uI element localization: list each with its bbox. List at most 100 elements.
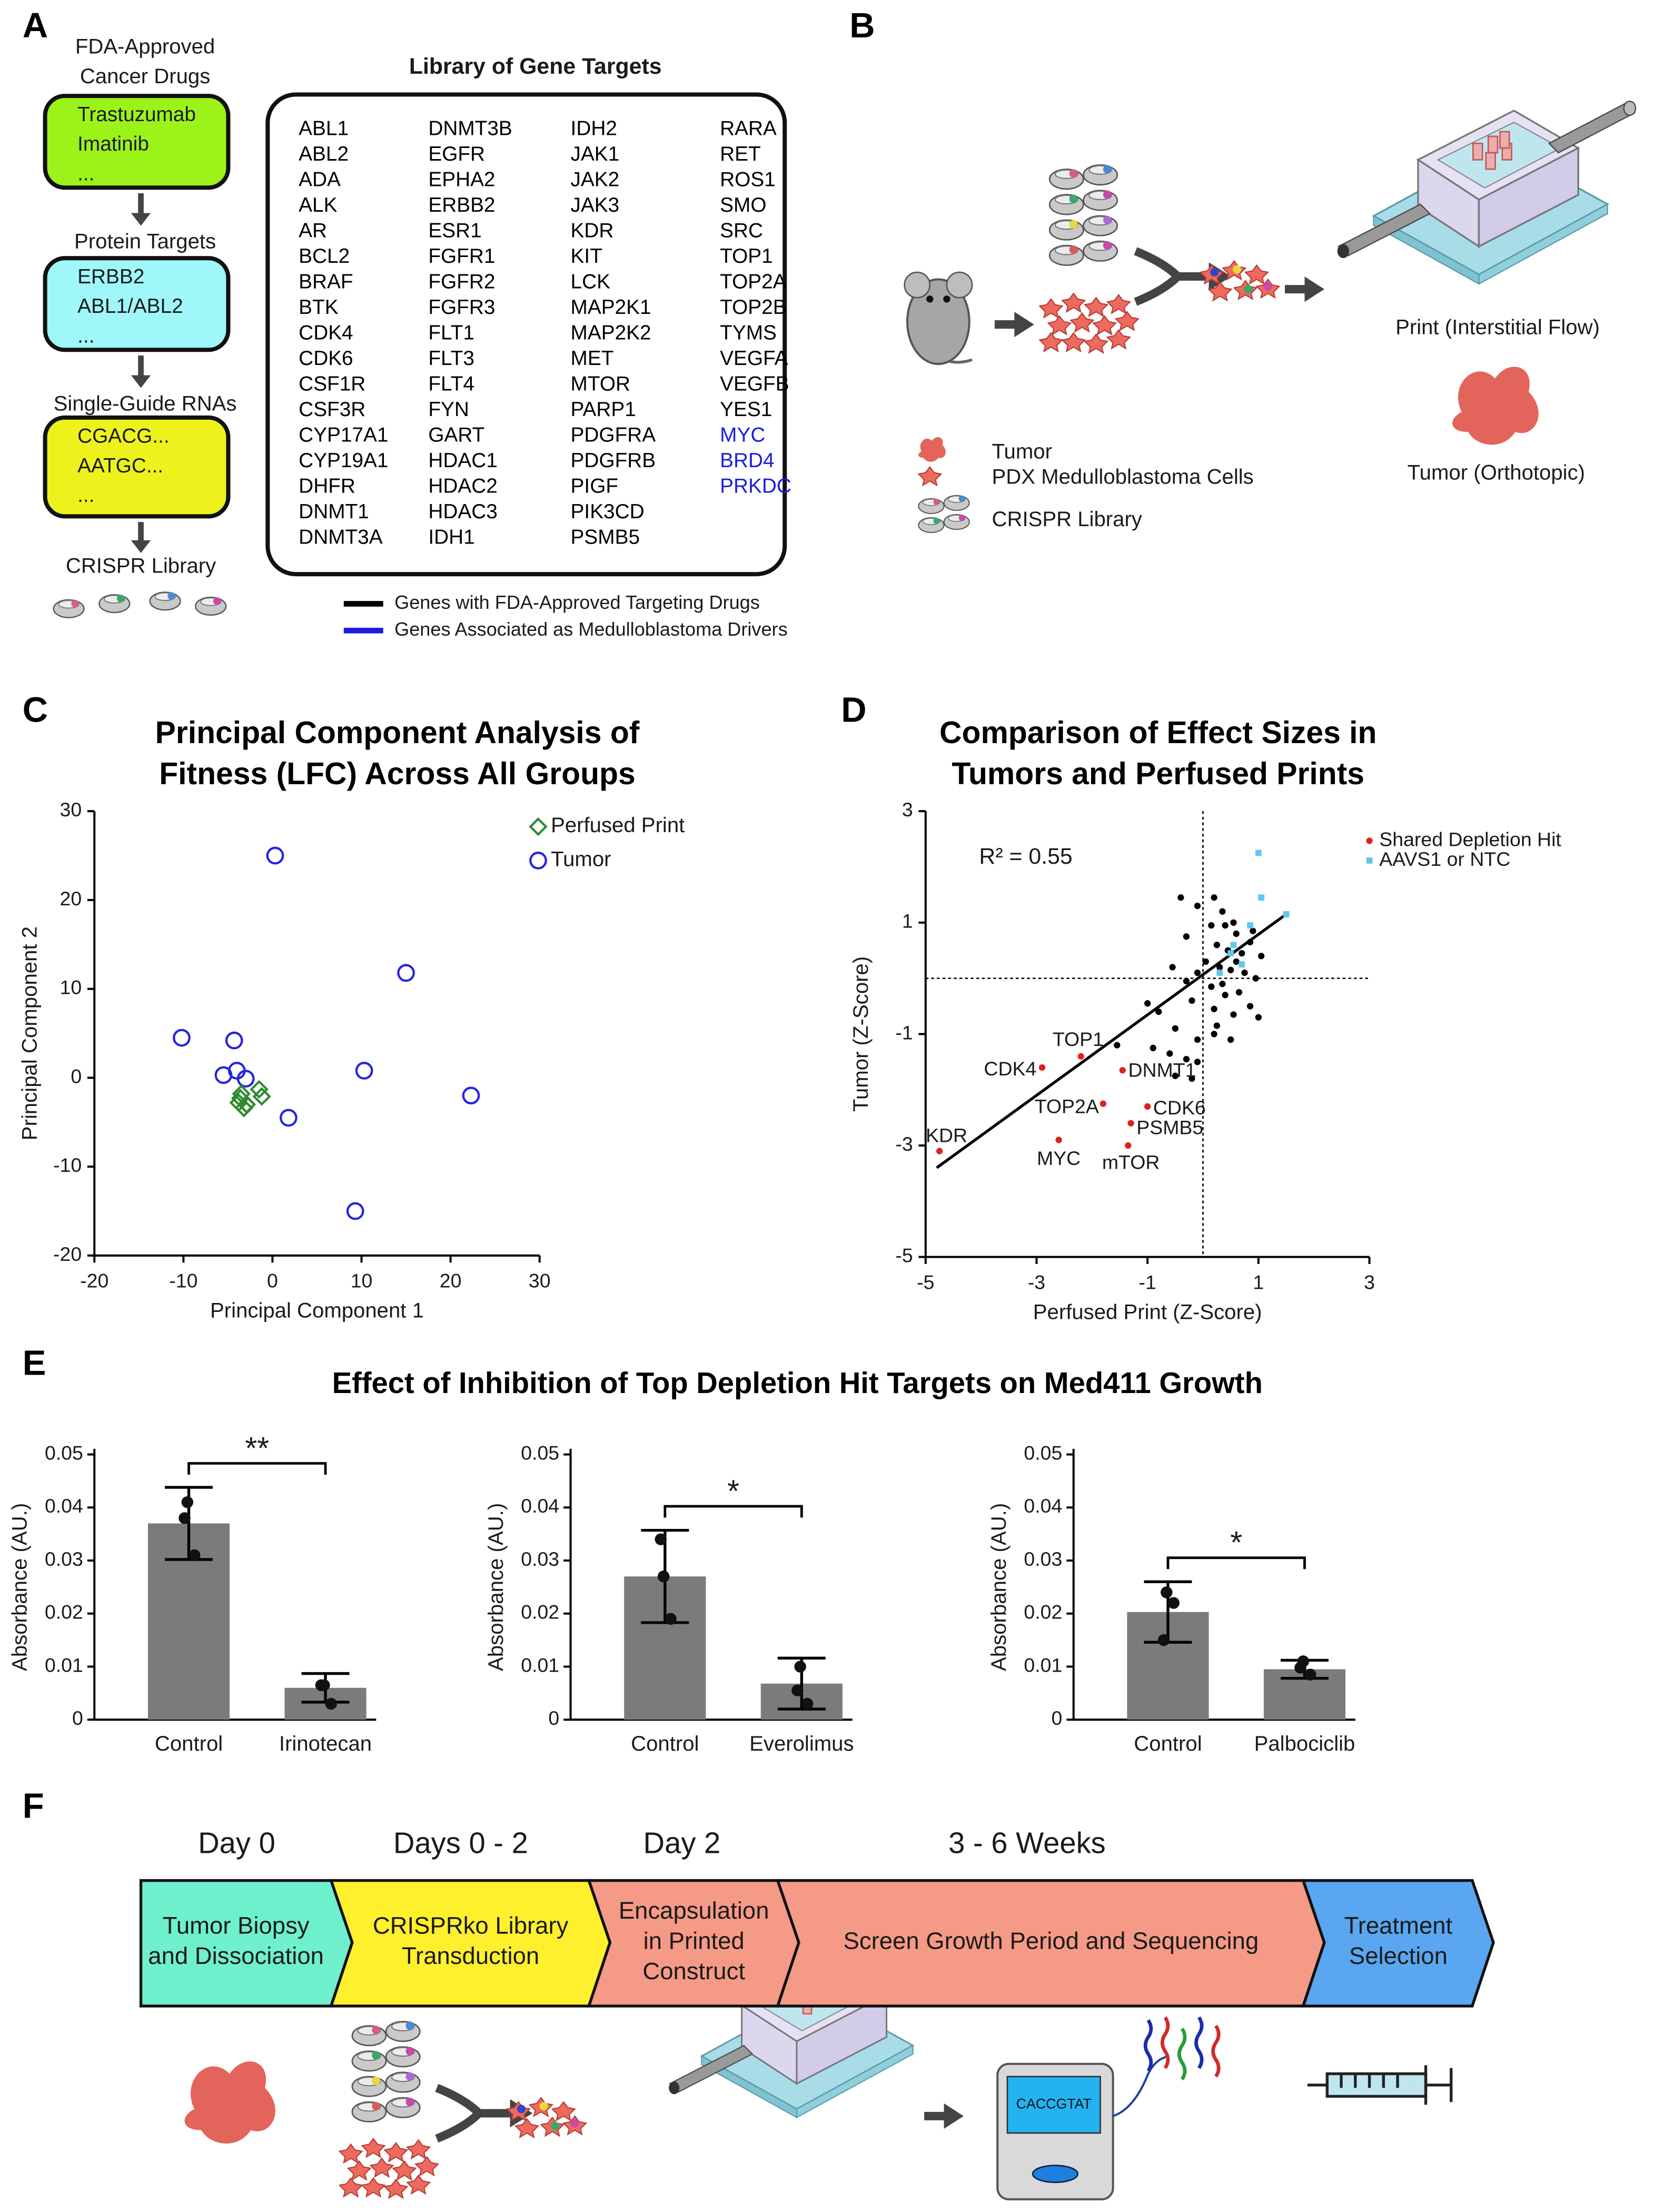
panel-label: D <box>841 690 866 729</box>
point <box>1219 908 1226 915</box>
gene: ADA <box>299 169 341 191</box>
point <box>1169 964 1176 971</box>
gene: EGFR <box>428 143 485 165</box>
gene: SRC <box>720 220 763 242</box>
y-axis-label: Absorbance (AU.) <box>987 1503 1011 1671</box>
y-tick-label: 0.03 <box>521 1548 559 1570</box>
gene: HDAC3 <box>428 500 497 523</box>
gene: FGFR3 <box>428 296 495 319</box>
gene: ROS1 <box>720 169 776 191</box>
gene: PIGF <box>571 475 618 497</box>
gene: VEGFA <box>720 347 788 370</box>
replicate-point <box>1294 1662 1306 1674</box>
y-tick-label: 0.03 <box>1024 1548 1062 1570</box>
point <box>1172 1025 1178 1032</box>
gene: CDK4 <box>299 322 353 344</box>
point <box>237 1095 256 1114</box>
gene: JAK3 <box>571 194 620 216</box>
point <box>1250 927 1256 934</box>
crispr-library-icon <box>352 2021 420 2121</box>
gene: CSF3R <box>299 398 365 421</box>
arrow-head <box>131 375 151 388</box>
fit-line <box>936 913 1287 1169</box>
significance-bracket <box>663 1505 803 1518</box>
x-tick-label: Palbociclib <box>1254 1732 1355 1755</box>
chart-title: Principal Component Analysis of <box>155 716 640 750</box>
tumor-icon <box>184 2061 275 2144</box>
gene: FLT1 <box>428 322 474 344</box>
x-tick-label: Everolimus <box>749 1732 854 1755</box>
flow-item: ... <box>77 162 94 185</box>
legend-marker <box>529 817 548 836</box>
timepoint: 3 - 6 Weeks <box>948 1826 1106 1859</box>
crispr-legend-icon <box>918 495 970 534</box>
panel-label: F <box>23 1786 44 1826</box>
point <box>1038 1064 1046 1071</box>
gene: RET <box>720 143 761 165</box>
point <box>280 1109 298 1127</box>
gene: ESR1 <box>428 220 481 242</box>
tumor-label: Tumor (Orthotopic) <box>1408 461 1585 485</box>
panel-label: C <box>23 690 48 729</box>
gene: FGFR1 <box>428 245 495 268</box>
mouse <box>904 271 973 366</box>
flow-item: ... <box>77 484 94 507</box>
point <box>1239 950 1245 957</box>
significance: * <box>727 1475 739 1509</box>
gene: EPHA2 <box>428 169 495 191</box>
gene: DNMT3B <box>428 117 512 140</box>
gene: ALK <box>299 194 337 216</box>
y-tick-label: -20 <box>53 1243 82 1265</box>
y-tick-label: 0.02 <box>45 1601 83 1623</box>
point <box>1255 850 1262 856</box>
replicate-point <box>179 1512 191 1524</box>
arrow <box>924 2104 964 2129</box>
print-device-icon <box>1336 100 1637 285</box>
chart-title: Comparison of Effect Sizes in <box>939 716 1376 750</box>
point <box>1213 1022 1221 1029</box>
gene: PARP1 <box>571 398 636 421</box>
gene: SMO <box>720 194 766 216</box>
replicate-point <box>794 1661 806 1673</box>
y-axis-label: Tumor (Z-Score) <box>849 956 873 1112</box>
replicate-point <box>665 1613 677 1625</box>
replicate-point <box>801 1697 814 1710</box>
gene: CDK6 <box>299 347 353 370</box>
x-axis-label: Perfused Print (Z-Score) <box>1033 1300 1262 1324</box>
library-box <box>265 92 787 577</box>
annotation: R² = 0.55 <box>979 844 1072 869</box>
flow-heading: FDA-Approved <box>75 35 215 58</box>
x-tick-label: Control <box>1134 1732 1202 1755</box>
point <box>1194 1036 1201 1043</box>
point <box>266 846 284 865</box>
gene: PIK3CD <box>571 500 645 523</box>
panel-label: A <box>23 6 48 45</box>
gene: TOP2B <box>720 296 786 319</box>
point <box>1208 922 1215 929</box>
x-tick-label: Control <box>155 1732 223 1755</box>
gene: DNMT3A <box>299 526 383 548</box>
chart-title: Tumors and Perfused Prints <box>952 757 1364 791</box>
flow-item: ERBB2 <box>77 265 144 288</box>
significance: ** <box>245 1431 269 1466</box>
point <box>173 1029 191 1047</box>
y-tick-label: 10 <box>60 976 82 999</box>
point <box>1188 1075 1195 1082</box>
replicate-point <box>188 1549 201 1562</box>
gene: FLT4 <box>428 372 474 395</box>
gene: DHFR <box>299 475 355 497</box>
point <box>1077 1053 1084 1060</box>
point <box>1213 941 1221 949</box>
point <box>1183 977 1190 985</box>
point <box>397 964 415 982</box>
point <box>1252 975 1259 982</box>
point <box>1216 964 1223 971</box>
x-axis-label: Principal Component 1 <box>210 1299 424 1322</box>
x-tick-label: 30 <box>529 1270 551 1292</box>
gene: FGFR2 <box>428 271 495 293</box>
replicate-point <box>325 1697 337 1710</box>
pdx-cells-icon <box>1039 293 1138 353</box>
gene: ERBB2 <box>428 194 495 216</box>
flow-item: Trastuzumab <box>77 103 196 126</box>
x-tick-label: 10 <box>351 1270 373 1292</box>
